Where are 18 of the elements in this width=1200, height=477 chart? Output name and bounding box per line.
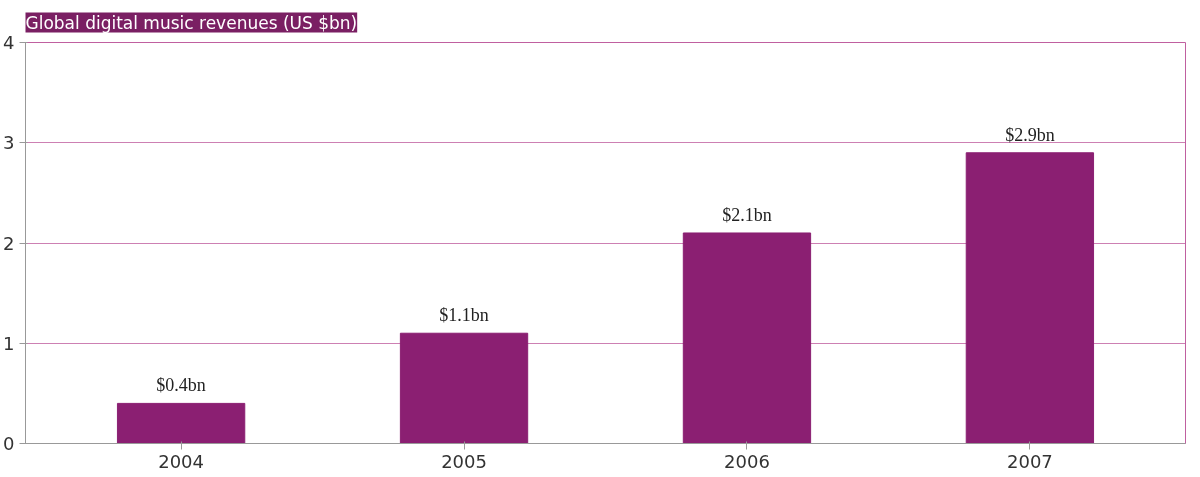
- x-tick-label: 2006: [724, 450, 770, 472]
- x-tick-label: 2007: [1006, 450, 1053, 472]
- y-tick-label: 2: [3, 232, 15, 254]
- bar: [682, 232, 812, 444]
- bar: [965, 152, 1095, 444]
- bar: [399, 332, 529, 444]
- data-label: $2.9bn: [1005, 124, 1055, 145]
- data-label: $0.4bn: [156, 375, 206, 396]
- x-tick-label: 2004: [158, 450, 205, 472]
- bar: [116, 402, 246, 444]
- data-label: $1.1bn: [439, 305, 489, 326]
- y-tick-label: 1: [3, 332, 15, 354]
- chart-title: Global digital music revenues (US $bn): [25, 12, 358, 33]
- y-tick-label: 4: [3, 32, 15, 53]
- y-tick-label: 3: [3, 132, 15, 154]
- y-tick-label: 0: [3, 433, 15, 454]
- data-label: $2.1bn: [722, 204, 772, 225]
- x-tick-label: 2005: [441, 450, 487, 472]
